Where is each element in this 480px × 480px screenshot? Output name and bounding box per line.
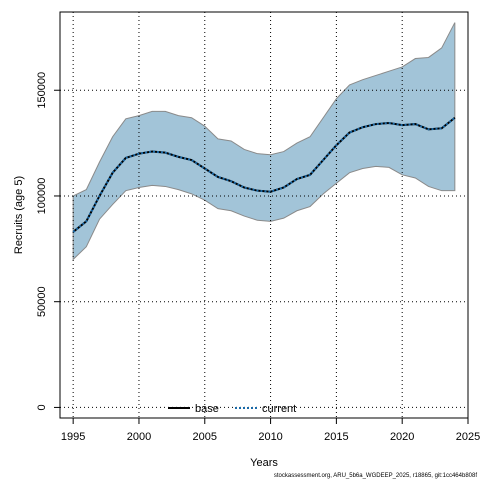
y-axis-title: Recruits (age 5) <box>13 176 25 254</box>
footer-caption: stockassessment.org, ARU_5b6a_WGDEEP_202… <box>274 473 477 479</box>
y-tick-label: 0 <box>36 404 48 410</box>
y-axis: 0 50000 100000 150000 <box>36 72 61 410</box>
x-tick-label: 2015 <box>324 431 348 443</box>
legend-label-base: base <box>195 403 219 415</box>
legend-label-current: current <box>262 403 296 415</box>
x-tick-label: 2020 <box>390 431 414 443</box>
x-tick-label: 2000 <box>127 431 151 443</box>
x-axis-title: Years <box>250 457 278 469</box>
confidence-band <box>72 22 456 261</box>
x-tick-label: 1995 <box>61 431 85 443</box>
series-line-base <box>72 116 456 233</box>
y-tick-label: 150000 <box>36 72 48 109</box>
x-tick-label: 2005 <box>193 431 217 443</box>
y-tick-label: 100000 <box>36 178 48 215</box>
x-tick-label: 2010 <box>258 431 282 443</box>
series-layer <box>72 116 456 233</box>
legend: base current <box>168 403 296 415</box>
x-axis: 1995 2000 2005 2010 2015 2020 2025 <box>61 417 480 443</box>
y-tick-label: 50000 <box>36 286 48 317</box>
x-tick-label: 2025 <box>456 431 480 443</box>
confidence-band-layer <box>72 22 456 261</box>
grid-layer <box>60 12 469 418</box>
